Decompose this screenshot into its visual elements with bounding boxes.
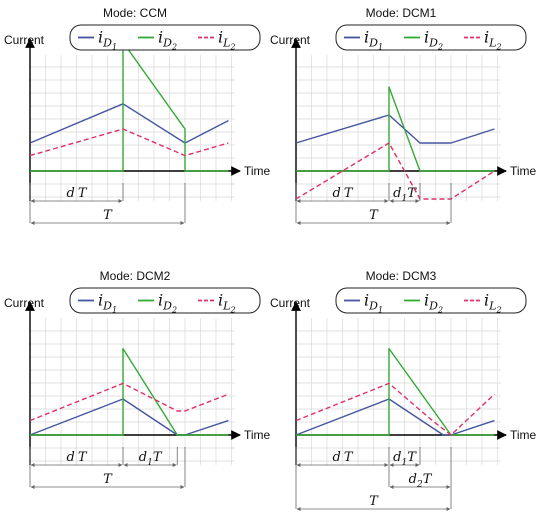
legend-box (335, 24, 527, 51)
series-line-iD1 (295, 114, 495, 144)
legend-label-iD2: iD2 (424, 291, 443, 315)
y-axis-label: Current (270, 296, 311, 310)
series-line-iD2 (296, 347, 495, 436)
legend: iD1 iD2 iL2 (335, 24, 527, 52)
y-axis-label: Current (270, 33, 311, 47)
legend-box (335, 287, 527, 314)
legend-label-iD1: iD1 (364, 291, 383, 315)
legend-box (69, 287, 261, 314)
chart-panel-1: Mode: CCM Current Time iD1 iD2 iL2 d T T (4, 6, 271, 225)
legend: iD1 iD2 iL2 (69, 24, 261, 52)
chart-title: Mode: DCM1 (366, 6, 437, 20)
grid (296, 318, 501, 465)
series-line-iD1 (29, 398, 229, 436)
dimension-label: d2T (409, 472, 433, 490)
dimension-label: T (369, 208, 379, 223)
dimension-markers: d T T (29, 183, 186, 225)
y-axis-label: Current (4, 296, 45, 310)
dimension-label: T (103, 208, 113, 223)
legend-label-iD2: iD2 (424, 28, 443, 52)
grid (30, 55, 235, 201)
dimension-markers: d T d1T T (295, 183, 452, 225)
dimension-markers: d T d1T T (29, 447, 186, 489)
chart-title: Mode: CCM (103, 6, 167, 20)
chart-panel-4: Mode: DCM3 Current Time iD1 iD2 iL2 d T d1T d2T T (270, 269, 537, 511)
legend: iD1 iD2 iL2 (335, 287, 527, 315)
grid (296, 55, 501, 201)
series-line-iD1 (295, 398, 495, 436)
series-line-iD2 (296, 86, 495, 172)
legend-label-iD1: iD1 (98, 28, 117, 52)
chart-panel-2: Mode: DCM1 Current Time iD1 iD2 iL2 d T d1T T (270, 6, 537, 225)
legend-label-iL2: iL2 (484, 291, 502, 315)
dimension-markers: d T d1T d2T T (295, 447, 452, 511)
legend-label-iD2: iD2 (158, 291, 177, 315)
series-line-iD2 (30, 41, 229, 172)
grid (30, 318, 235, 465)
legend-box (69, 24, 261, 51)
dimension-label: T (369, 494, 379, 509)
dimension-label: d1T (393, 186, 417, 204)
x-axis-label: Time (244, 164, 271, 178)
legend-label-iD1: iD1 (98, 291, 117, 315)
series-line-iD2 (30, 347, 229, 436)
x-axis-label: Time (510, 164, 537, 178)
legend-label-iL2: iL2 (218, 291, 236, 315)
dimension-label: T (103, 472, 113, 487)
legend-label-iD2: iD2 (158, 28, 177, 52)
x-axis-label: Time (244, 428, 271, 442)
series-line-iL2 (295, 382, 495, 436)
x-axis-label: Time (510, 428, 537, 442)
series-line-iD1 (29, 103, 229, 144)
chart-panel-3: Mode: DCM2 Current Time iD1 iD2 iL2 d T d1T T (4, 269, 271, 489)
dimension-label: d1T (393, 450, 417, 468)
dimension-label: d1T (139, 450, 163, 468)
chart-title: Mode: DCM3 (366, 269, 437, 283)
chart-title: Mode: DCM2 (100, 269, 171, 283)
y-axis-label: Current (4, 33, 45, 47)
legend: iD1 iD2 iL2 (69, 287, 261, 315)
series-line-iL2 (29, 128, 229, 157)
legend-label-iL2: iL2 (484, 28, 502, 52)
legend-label-iL2: iL2 (218, 28, 236, 52)
legend-label-iD1: iD1 (364, 28, 383, 52)
series-line-iL2 (29, 382, 229, 422)
